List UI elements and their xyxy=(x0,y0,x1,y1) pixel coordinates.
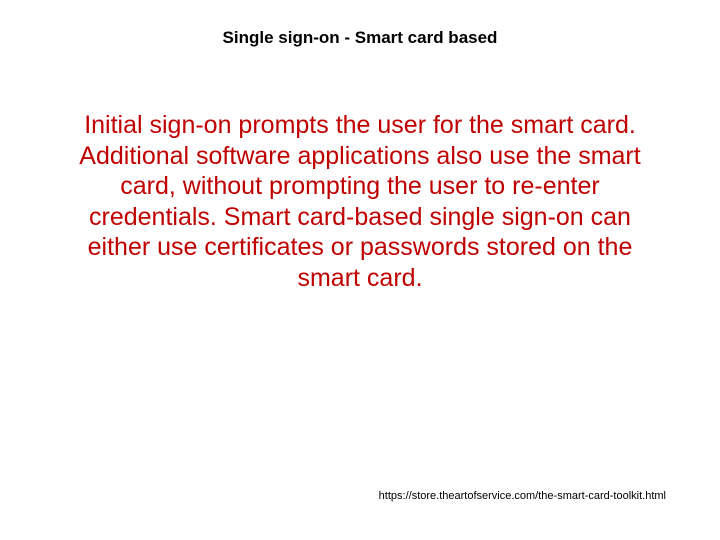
slide: Single sign-on - Smart card based Initia… xyxy=(0,0,720,540)
footer-url: https://store.theartofservice.com/the-sm… xyxy=(379,490,666,502)
slide-title: Single sign-on - Smart card based xyxy=(0,28,720,48)
slide-body-text: Initial sign-on prompts the user for the… xyxy=(60,110,660,293)
